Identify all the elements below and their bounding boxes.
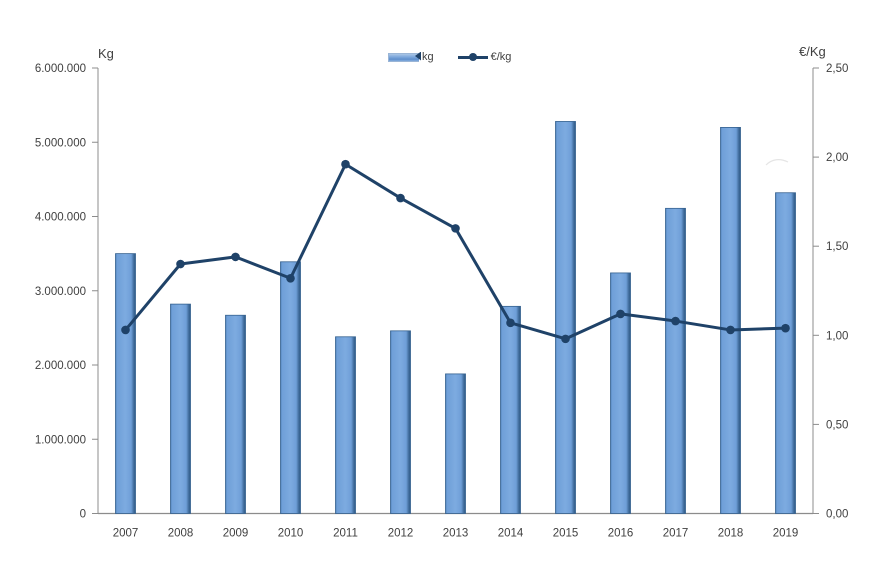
price-marker-2015: [561, 334, 570, 344]
price-marker-2008: [176, 259, 185, 269]
x-axis-year-label: 2017: [663, 528, 689, 540]
right-axis-tick-label: 1,00: [826, 330, 848, 342]
price-marker-2013: [451, 224, 460, 233]
x-axis-year-label: 2013: [443, 528, 469, 540]
bar-2016: [610, 272, 631, 514]
bar-series-swatch-icon: [388, 51, 421, 62]
bar-2015: [555, 121, 576, 514]
left-axis-tick-label: 0: [80, 509, 86, 521]
legend-item-eur-kg: €/kg: [457, 51, 512, 63]
left-axis-tick-label: 5.000.000: [35, 137, 86, 149]
x-axis-year-label: 2015: [553, 528, 579, 540]
bar-2017: [665, 207, 686, 514]
price-marker-2018: [726, 325, 735, 335]
x-axis-year-label: 2016: [608, 528, 634, 540]
legend-label-eur-kg: €/kg: [490, 51, 512, 63]
price-marker-2017: [671, 316, 680, 326]
price-marker-2007: [121, 325, 130, 335]
line-series-swatch-icon: [457, 53, 488, 61]
bar-2008: [170, 303, 191, 514]
left-axis-tick-label: 4.000.000: [35, 212, 86, 224]
bar-2011: [335, 336, 356, 514]
left-axis-title: Kg: [98, 46, 114, 61]
right-axis-tick-label: 2,00: [826, 152, 848, 164]
bar-2010: [280, 261, 301, 514]
price-marker-2009: [231, 252, 240, 262]
x-axis-year-label: 2018: [718, 528, 744, 540]
right-axis-tick-label: 0,50: [826, 419, 848, 431]
bar-2007: [115, 253, 136, 514]
bar-2014: [500, 305, 521, 514]
left-axis-tick-label: 2.000.000: [35, 360, 86, 372]
left-axis-tick-label: 1.000.000: [35, 434, 86, 446]
right-axis-title: €/Kg: [799, 44, 826, 59]
right-axis-tick-label: 0,00: [826, 509, 848, 521]
x-axis-year-label: 2009: [223, 528, 249, 540]
price-marker-2011: [341, 159, 350, 169]
smudge-artifact: [765, 159, 789, 166]
x-axis-year-label: 2007: [113, 528, 139, 540]
legend: kg €/kg: [388, 51, 511, 63]
x-axis-year-label: 2008: [168, 528, 194, 540]
bar-2018: [720, 127, 741, 514]
legend-label-kg: kg: [422, 51, 434, 63]
x-axis-year-label: 2010: [278, 528, 304, 540]
price-marker-2016: [616, 309, 625, 319]
bar-2012: [390, 330, 411, 514]
bar-2019: [775, 192, 796, 514]
legend-item-kg: kg: [388, 51, 434, 63]
price-marker-2010: [286, 273, 295, 283]
x-axis-year-label: 2011: [333, 528, 358, 540]
price-marker-2012: [396, 193, 405, 203]
right-axis-tick-label: 2,50: [826, 63, 848, 75]
left-axis-tick-label: 6.000.000: [35, 63, 86, 75]
bar-2013: [445, 373, 466, 514]
price-line: [124, 162, 787, 341]
right-axis-tick-label: 1,50: [826, 241, 848, 253]
price-marker-2014: [506, 318, 515, 328]
price-marker-2019: [781, 323, 790, 333]
left-axis-tick-label: 3.000.000: [35, 286, 86, 298]
x-axis-year-label: 2012: [388, 528, 414, 540]
x-axis-year-label: 2014: [498, 528, 524, 540]
bar-2009: [225, 314, 246, 514]
x-axis-year-label: 2019: [773, 528, 799, 540]
